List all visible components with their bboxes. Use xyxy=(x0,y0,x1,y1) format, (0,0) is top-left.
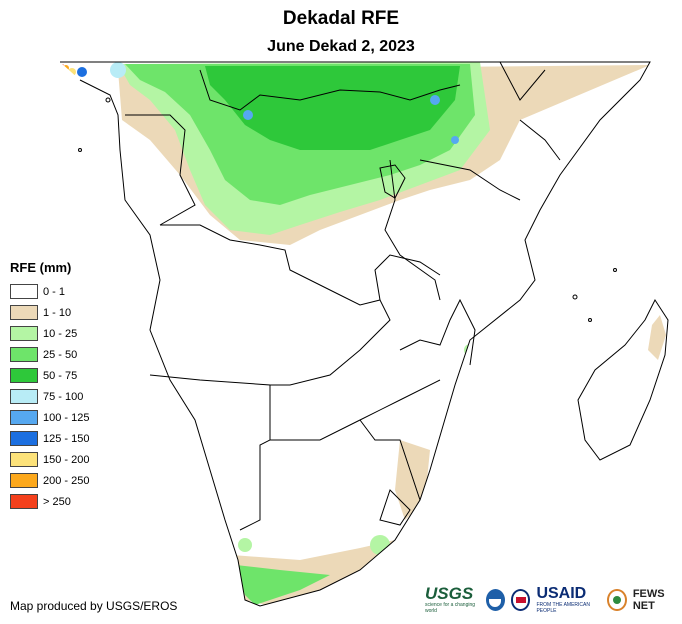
border-line xyxy=(160,224,391,386)
madagascar-rain-patch xyxy=(648,315,666,360)
legend-item: 25 - 50 xyxy=(10,344,89,365)
legend-item: 50 - 75 xyxy=(10,365,89,386)
usgs-logo-text: USGS xyxy=(425,584,474,603)
border-line xyxy=(270,379,441,441)
noaa-logo xyxy=(485,589,505,611)
legend-swatch xyxy=(10,473,38,488)
legend-label: 25 - 50 xyxy=(43,348,78,361)
legend-item: 1 - 10 xyxy=(10,302,89,323)
rain-75-100-patch xyxy=(110,62,126,78)
legend-swatch xyxy=(10,305,38,320)
rain-100-125-patch xyxy=(430,95,440,105)
legend-swatch xyxy=(10,368,38,383)
map-title: Dekadal RFE xyxy=(282,8,400,29)
usgs-logo: USGS science for a changing world xyxy=(425,584,480,614)
legend-label: 1 - 10 xyxy=(43,306,72,319)
island xyxy=(572,294,578,300)
map-credit: Map produced by USGS/EROS xyxy=(10,599,178,613)
legend-item: 150 - 200 xyxy=(10,449,89,470)
legend-label: 10 - 25 xyxy=(43,327,78,340)
legend-item: 75 - 100 xyxy=(10,386,89,407)
legend-label: 125 - 150 xyxy=(43,432,90,445)
legend-label: 0 - 1 xyxy=(43,285,66,298)
rain-interior-patch xyxy=(464,344,476,356)
logo-strip: USGS science for a changing world USAID … xyxy=(425,584,682,615)
rain-interior-patch xyxy=(238,538,252,552)
country-borders xyxy=(60,61,651,607)
border-line xyxy=(419,159,521,201)
map-subtitle: June Dekad 2, 2023 xyxy=(267,38,415,55)
legend-swatch xyxy=(10,326,38,341)
rain-125-150-patch xyxy=(77,67,87,77)
rain-east-coast-patch xyxy=(395,440,430,520)
rain-100-125-patch xyxy=(243,110,253,120)
border-line xyxy=(499,61,546,101)
legend-swatch xyxy=(10,347,38,362)
rainfall-shading xyxy=(60,62,650,606)
usaid-tagline: FROM THE AMERICAN PEOPLE xyxy=(536,602,590,614)
continent-outline xyxy=(60,61,651,607)
legend-swatch xyxy=(10,431,38,446)
legend-item: 0 - 1 xyxy=(10,281,89,302)
rain-50-75-band xyxy=(205,66,460,150)
border-line xyxy=(199,69,461,111)
legend-swatch xyxy=(10,410,38,425)
legend-label: 100 - 125 xyxy=(43,411,90,424)
legend-label: 150 - 200 xyxy=(43,453,90,466)
island xyxy=(105,97,111,103)
border-line xyxy=(374,254,441,301)
island xyxy=(613,268,617,272)
usaid-logo: USAID FROM THE AMERICAN PEOPLE xyxy=(536,585,601,615)
legend-title: RFE (mm) xyxy=(10,260,72,275)
usgs-tagline: science for a changing world xyxy=(425,602,476,614)
usaid-logo-text: USAID xyxy=(536,585,587,602)
legend-item: 10 - 25 xyxy=(10,323,89,344)
legend-item: > 250 xyxy=(10,491,89,512)
rain-150-200-patch xyxy=(68,68,76,76)
island xyxy=(588,318,592,322)
border-line xyxy=(149,374,271,531)
legend-label: 50 - 75 xyxy=(43,369,78,382)
legend-swatch xyxy=(10,284,38,299)
island xyxy=(78,148,82,152)
rain-interior-patch xyxy=(370,535,390,555)
rain-gt-250-patch xyxy=(60,64,64,68)
legend-label: > 250 xyxy=(43,495,71,508)
usaid-seal-icon xyxy=(510,589,531,611)
rain-200-250-patch xyxy=(63,65,69,71)
legend-swatch xyxy=(10,389,38,404)
legend-swatch xyxy=(10,494,38,509)
legend-label: 200 - 250 xyxy=(43,474,90,487)
legend-item: 100 - 125 xyxy=(10,407,89,428)
rain-south-coast-green xyxy=(236,565,330,605)
legend-item: 125 - 150 xyxy=(10,428,89,449)
legend-item: 200 - 250 xyxy=(10,470,89,491)
fews-net-logo-text: FEWS NET xyxy=(632,588,665,612)
madagascar-outline xyxy=(577,298,669,461)
legend-rows: 0 - 1 1 - 10 10 - 25 25 - 50 50 - 75 75 - 100… xyxy=(10,281,89,512)
border-line xyxy=(384,159,441,301)
fews-net-icon xyxy=(607,589,627,611)
legend: RFE (mm) 0 - 1 1 - 10 10 - 25 25 - 50 50 - 7… xyxy=(10,260,89,512)
legend-label: 75 - 100 xyxy=(43,390,84,403)
legend-swatch xyxy=(10,452,38,467)
border-line xyxy=(379,489,411,526)
border-line xyxy=(359,419,421,501)
rain-100-125-patch xyxy=(451,136,459,144)
border-line xyxy=(125,114,196,226)
border-line xyxy=(379,164,406,199)
border-line xyxy=(519,119,561,161)
border-line xyxy=(399,298,476,366)
